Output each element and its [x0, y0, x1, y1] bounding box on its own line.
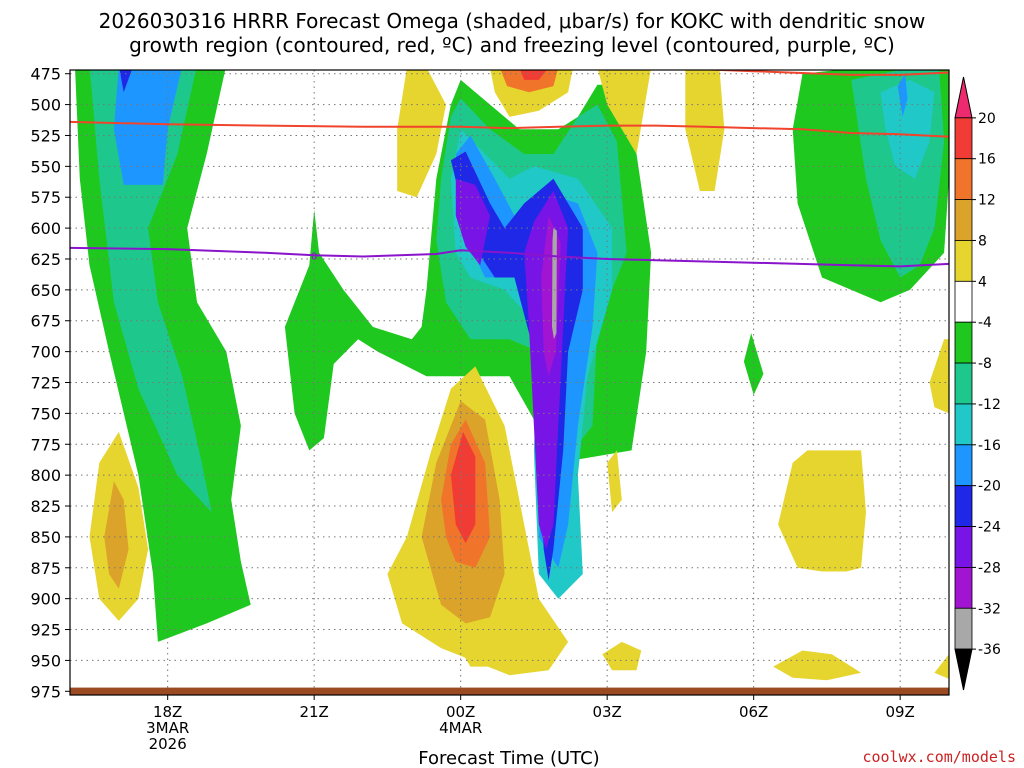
- x-tick-label-03Z: 03Z: [592, 703, 621, 721]
- y-tick-label-525: 525: [30, 126, 61, 145]
- x-tick-label-18Z: 18Z: [153, 703, 182, 721]
- colorbar-label--24: -24: [978, 520, 1001, 536]
- colorbar-label-12: 12: [978, 193, 996, 209]
- x-tick-label-00Z: 00Z: [446, 703, 475, 721]
- omega-region-ytop-mid: [397, 70, 446, 198]
- grid-lines: [70, 70, 949, 695]
- colorbar: 20 16 12 8 4 -4 -8 -12 -16 -20 -24 -28 -32 -36: [954, 76, 1001, 691]
- omega-region-y-07z: [778, 450, 866, 572]
- y-tick-label-800: 800: [30, 466, 61, 485]
- omega-region-otop-rose: [500, 70, 558, 93]
- colorbar-swatch-6: [954, 321, 973, 364]
- x-tick-label-06Z: 06Z: [739, 703, 768, 721]
- y-tick-label-625: 625: [30, 250, 61, 269]
- y-tick-label-475: 475: [30, 65, 61, 84]
- colorbar-top-arrow: [954, 76, 973, 119]
- chart-title-line2: growth region (contoured, red, ºC) and f…: [129, 33, 895, 57]
- colorbar-swatch-13: [954, 607, 973, 650]
- colorbar-label--8: -8: [978, 356, 992, 372]
- colorbar-label--36: -36: [978, 642, 1001, 658]
- y-tick-label-900: 900: [30, 590, 61, 609]
- colorbar-swatch-11: [954, 526, 973, 568]
- y-tick-label-825: 825: [30, 497, 61, 516]
- colorbar-label--32: -32: [978, 601, 1001, 617]
- omega-region-ycenter-low-small: [455, 633, 520, 667]
- y-tick-label-750: 750: [30, 404, 61, 423]
- colorbar-swatch-4: [954, 240, 973, 282]
- omega-region-mid-indigo: [455, 178, 490, 266]
- freezing-level-line: [70, 246, 949, 268]
- y-tick-label-600: 600: [30, 219, 61, 238]
- x-tick-label-3MAR: 3MAR: [146, 719, 189, 737]
- plot-area: 0: [70, 70, 949, 695]
- omega-region-rtop-rose: [520, 70, 547, 80]
- colorbar-label--4: -4: [978, 315, 992, 331]
- colorbar-swatch-2: [954, 158, 973, 201]
- omega-region-y-0330: [607, 450, 622, 513]
- omega-region-y-0330-low: [602, 641, 642, 671]
- x-tick-label-21Z: 21Z: [299, 703, 328, 721]
- omega-region-core-gray: [552, 228, 557, 340]
- x-tick-label-2026: 2026: [149, 735, 187, 753]
- colorbar-label--16: -16: [978, 438, 1001, 454]
- pressure-axis: 475 500 525 550 575 600 625 650 675 700 725 750 775 8…: [30, 65, 70, 701]
- y-tick-label-675: 675: [30, 312, 61, 331]
- colorbar-label-20: 20: [978, 111, 996, 127]
- colorbar-swatch-7: [954, 362, 973, 405]
- colorbar-bottom-arrow: [954, 648, 973, 691]
- x-tick-label-09Z: 09Z: [885, 703, 914, 721]
- colorbar-label--28: -28: [978, 560, 1001, 576]
- y-tick-label-925: 925: [30, 621, 61, 640]
- y-tick-label-950: 950: [30, 651, 61, 670]
- omega-region-left-blue: [119, 70, 132, 93]
- chart-title-line1: 2026030316 HRRR Forecast Omega (shaded, …: [99, 9, 926, 33]
- omega-region-right-green-blob: [743, 333, 764, 395]
- y-tick-label-700: 700: [30, 343, 61, 362]
- x-axis-label: Forecast Time (UTC): [418, 748, 599, 768]
- colorbar-label--20: -20: [978, 479, 1001, 495]
- colorbar-label-4: 4: [978, 274, 987, 290]
- colorbar-swatch-9: [954, 444, 973, 487]
- y-tick-label-850: 850: [30, 528, 61, 547]
- omega-region-y-right-edge: [929, 339, 949, 414]
- colorbar-swatch-5: [954, 280, 973, 323]
- dendritic-isotherm--12: [70, 120, 949, 138]
- omega-region-rcenter-low: [450, 431, 476, 544]
- colorbar-swatch-10: [954, 485, 973, 527]
- colorbar-label-16: 16: [978, 152, 996, 168]
- omega-region-right-cyan: [880, 79, 935, 179]
- dendritic-isotherm--18: [695, 70, 949, 76]
- colorbar-swatch-8: [954, 403, 973, 446]
- colorbar-swatch-12: [954, 567, 973, 609]
- colorbar-swatch-3: [954, 199, 973, 241]
- omega-region-right-ltblue: [897, 73, 908, 117]
- y-tick-label-775: 775: [30, 435, 61, 454]
- colorbar-label-8: 8: [978, 233, 987, 249]
- omega-region-ytop-right: [598, 70, 651, 154]
- y-tick-label-500: 500: [30, 96, 61, 115]
- y-tick-label-550: 550: [30, 157, 61, 176]
- omega-region-left-ltblue: [113, 70, 182, 185]
- omega-region-gleft-low: [104, 481, 129, 589]
- contours: 0: [70, 70, 949, 268]
- y-tick-label-725: 725: [30, 374, 61, 393]
- y-tick-label-875: 875: [30, 559, 61, 578]
- y-tick-label-575: 575: [30, 188, 61, 207]
- omega-region-y-07z-low: [773, 650, 862, 681]
- freezing-level-label: 0: [311, 251, 317, 262]
- credit-text: coolwx.com/models: [862, 748, 1016, 766]
- y-tick-label-975: 975: [30, 682, 61, 701]
- ground-surface: [70, 687, 949, 695]
- omega-region-left-teal: [89, 70, 212, 513]
- colorbar-label--12: -12: [978, 397, 1001, 413]
- y-tick-label-650: 650: [30, 281, 61, 300]
- omega-region-yright-mid: [685, 70, 725, 191]
- colorbar-swatch-1: [954, 117, 973, 160]
- x-tick-label-4MAR: 4MAR: [439, 719, 482, 737]
